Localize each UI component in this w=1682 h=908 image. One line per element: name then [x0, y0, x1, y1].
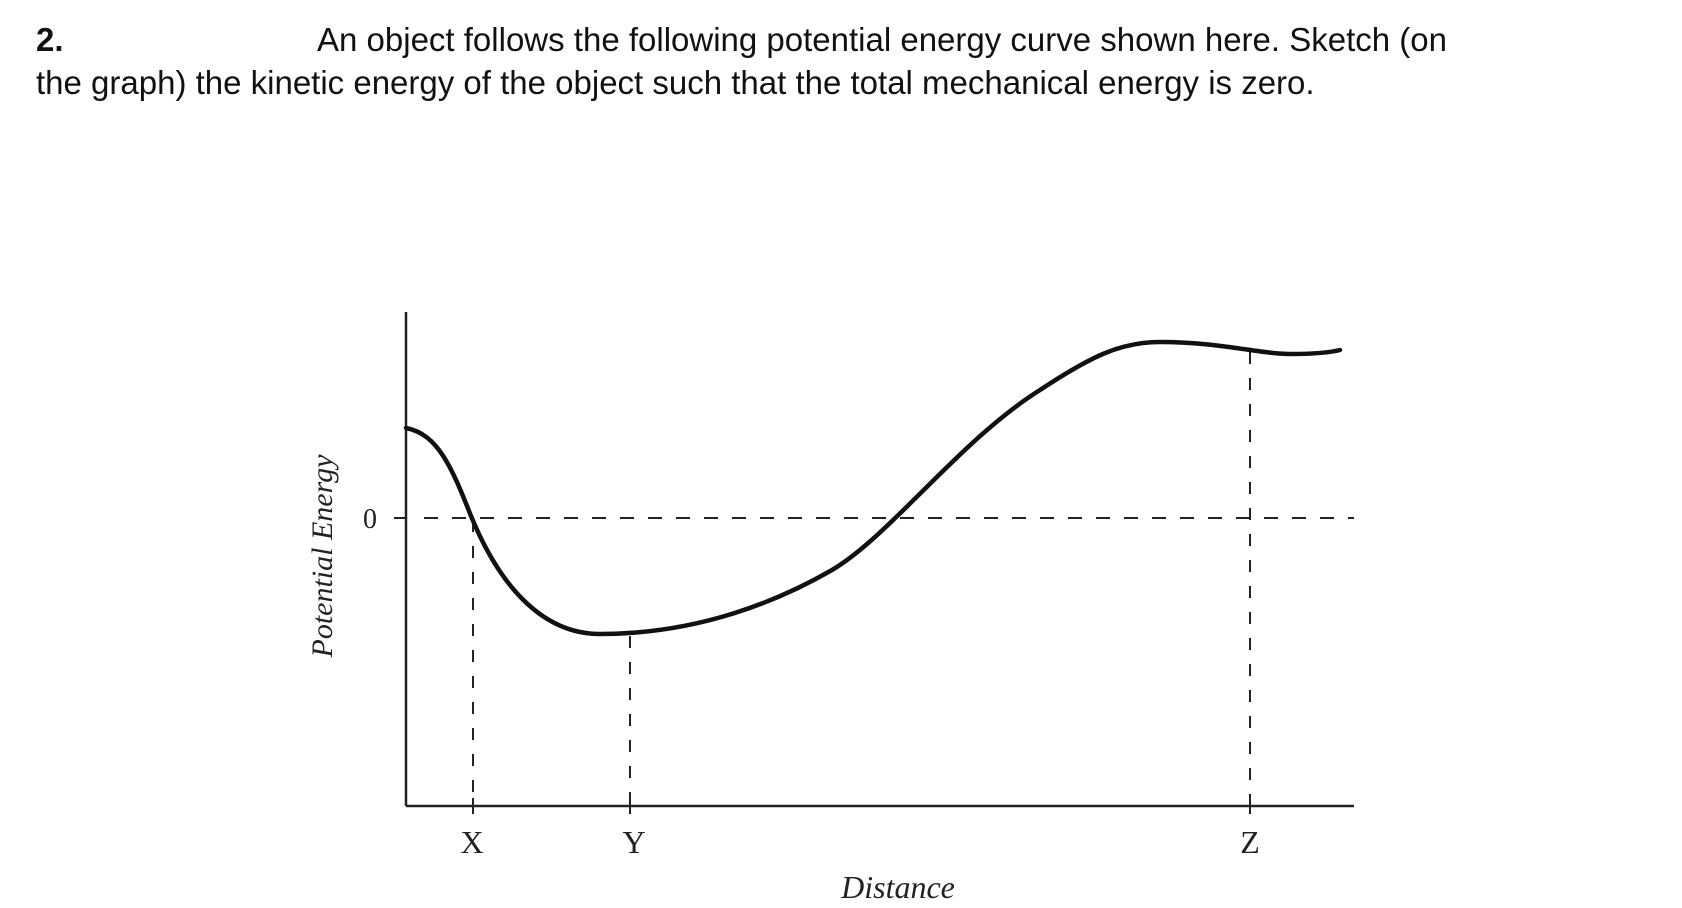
question-line-1: 2. An object follows the following poten… [36, 18, 1646, 61]
point-label-z: Z [1240, 824, 1260, 860]
potential-energy-curve [403, 339, 1343, 637]
y-axis-label: Potential Energy [306, 454, 339, 659]
question-text-line-1: An object follows the following potentia… [317, 21, 1447, 58]
question-text-line-2: the graph) the kinetic energy of the obj… [36, 64, 1315, 101]
point-label-x: X [460, 824, 483, 860]
x-axis-label: Distance [840, 869, 955, 905]
question-block: 2. An object follows the following poten… [36, 18, 1646, 104]
question-number: 2. [36, 21, 64, 58]
point-label-y: Y [622, 824, 645, 860]
zero-label: 0 [363, 504, 377, 535]
